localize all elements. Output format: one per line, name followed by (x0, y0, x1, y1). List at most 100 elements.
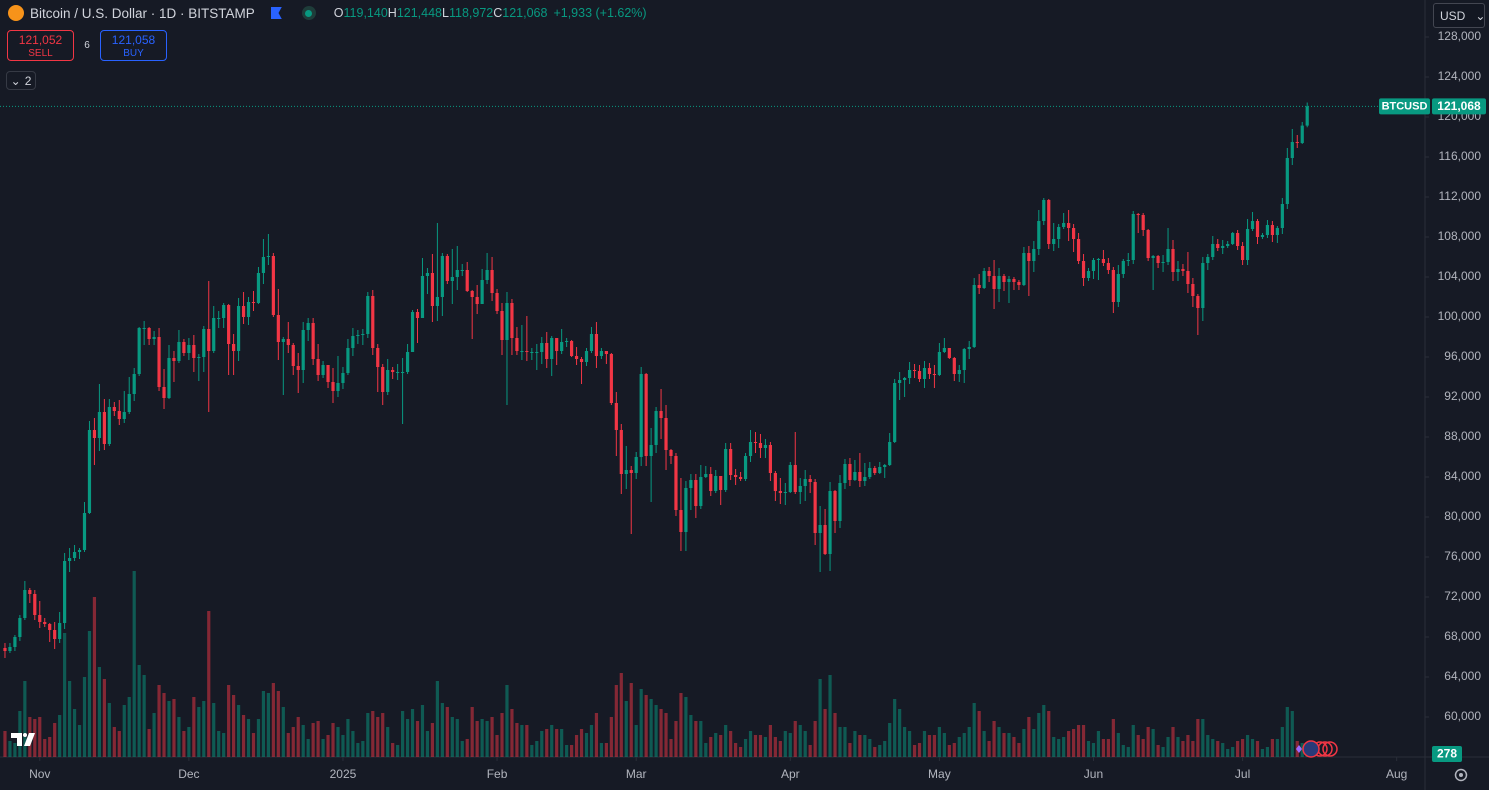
settings-icon[interactable] (1454, 768, 1468, 782)
volume-bar (331, 723, 335, 757)
currency[interactable]: USD (1440, 8, 1466, 23)
volume-bar (505, 685, 509, 757)
candle-body (286, 339, 290, 345)
logo-dot (23, 733, 27, 737)
event-marker[interactable] (1296, 745, 1302, 753)
candle-body (92, 430, 97, 438)
candle-body (1270, 225, 1275, 235)
settings-icon-center[interactable] (1459, 773, 1463, 777)
volume-bar (217, 731, 221, 757)
volume-bar (232, 695, 236, 757)
volume-bar (251, 733, 256, 757)
candle-body (843, 464, 847, 483)
volume-bar (53, 723, 57, 757)
sell-label[interactable]: SELL (28, 48, 53, 59)
volume-bar (1047, 711, 1051, 757)
candle-body (1166, 249, 1170, 262)
event-flag[interactable] (1302, 740, 1320, 758)
volume-bar (1052, 737, 1056, 757)
buy-button[interactable]: 121,058 BUY (100, 30, 167, 61)
candle-body (664, 418, 668, 450)
volume-bar (912, 745, 917, 757)
candle-body (212, 318, 216, 351)
volume-bar (1071, 729, 1076, 757)
candle-body (545, 343, 549, 359)
candle-body (77, 550, 82, 552)
volume-bar (266, 693, 270, 757)
volume-bar (97, 667, 102, 757)
legend-key: H (387, 6, 397, 20)
volume-bar (202, 701, 206, 757)
volume-bar (1022, 729, 1026, 757)
volume-bar (540, 731, 544, 757)
candle-body (13, 637, 17, 647)
candle-body (8, 647, 12, 651)
flag-icon[interactable] (270, 7, 282, 19)
y-tick-label: 84,000 (1444, 469, 1481, 483)
volume-bar (1206, 735, 1210, 757)
volume-bar (23, 681, 27, 757)
sell-button[interactable]: 121,052 SELL (7, 30, 74, 61)
volume-bar (510, 709, 514, 757)
volume-bar (922, 731, 927, 757)
candle-body (1275, 228, 1279, 235)
buy-label[interactable]: BUY (123, 48, 144, 59)
volume-bar (1116, 733, 1120, 757)
volume-bar (868, 739, 872, 757)
candle-body (500, 311, 504, 340)
volume-layer (3, 571, 1309, 757)
candle-body (788, 465, 792, 492)
volume-bar (122, 705, 126, 757)
volume-bar (1161, 747, 1165, 757)
candle-body (863, 477, 867, 481)
dropdown-arrow[interactable]: ⌄ (1475, 8, 1486, 23)
volume-bar (326, 735, 330, 757)
volume-bar (917, 743, 922, 757)
y-tick-label: 80,000 (1444, 509, 1481, 523)
volume-bar (1017, 743, 1021, 757)
candle-body (67, 558, 72, 561)
volume-bar (937, 727, 941, 757)
volume-bar (192, 697, 196, 757)
volume-bar (1156, 745, 1160, 757)
candle-body (232, 344, 236, 351)
sell-price[interactable]: 121,052 (18, 33, 63, 47)
candle-body (758, 443, 763, 448)
candle-body (1151, 256, 1155, 258)
symbol-title[interactable]: Bitcoin / U.S. Dollar · 1D · BITSTAMP (30, 5, 255, 21)
candle-body (291, 345, 295, 366)
volume-bar (1211, 739, 1215, 757)
buy-price[interactable]: 121,058 (111, 33, 156, 47)
candle-body (460, 270, 464, 271)
candle-body (1136, 214, 1140, 215)
volume-bar (1250, 739, 1255, 757)
volume-bar (808, 745, 812, 757)
volume-bar (525, 725, 529, 757)
candle-body (3, 648, 7, 651)
candle-body (977, 285, 981, 288)
indicators-toggle[interactable]: ⌄ 2 (6, 71, 36, 90)
candle-body (624, 470, 628, 474)
volume-badge-bg (1432, 746, 1462, 762)
volume-bar (207, 611, 211, 757)
indicators-count[interactable]: 2 (24, 73, 32, 88)
candle-body (53, 630, 57, 639)
volume-bar (748, 731, 753, 757)
candle-body (903, 378, 907, 380)
symbol-header: Bitcoin / U.S. Dollar · 1D · BITSTAMP O1… (8, 5, 647, 21)
candle-body (654, 411, 658, 445)
event-flags[interactable] (1296, 740, 1338, 758)
market-status[interactable] (301, 6, 316, 20)
candle-body (1081, 261, 1086, 278)
candle-body (132, 374, 136, 394)
volume-bar (455, 719, 459, 757)
chevron[interactable]: ⌄ (10, 73, 21, 88)
volume-bar (8, 741, 12, 757)
volume-bar (863, 735, 867, 757)
event-flag[interactable] (1322, 741, 1338, 757)
settings-button[interactable] (1454, 768, 1468, 782)
volume-bar (1101, 739, 1106, 757)
candle-body (982, 271, 986, 288)
candle-body (719, 476, 723, 490)
currency-select[interactable]: USD ⌄ (1433, 3, 1485, 28)
